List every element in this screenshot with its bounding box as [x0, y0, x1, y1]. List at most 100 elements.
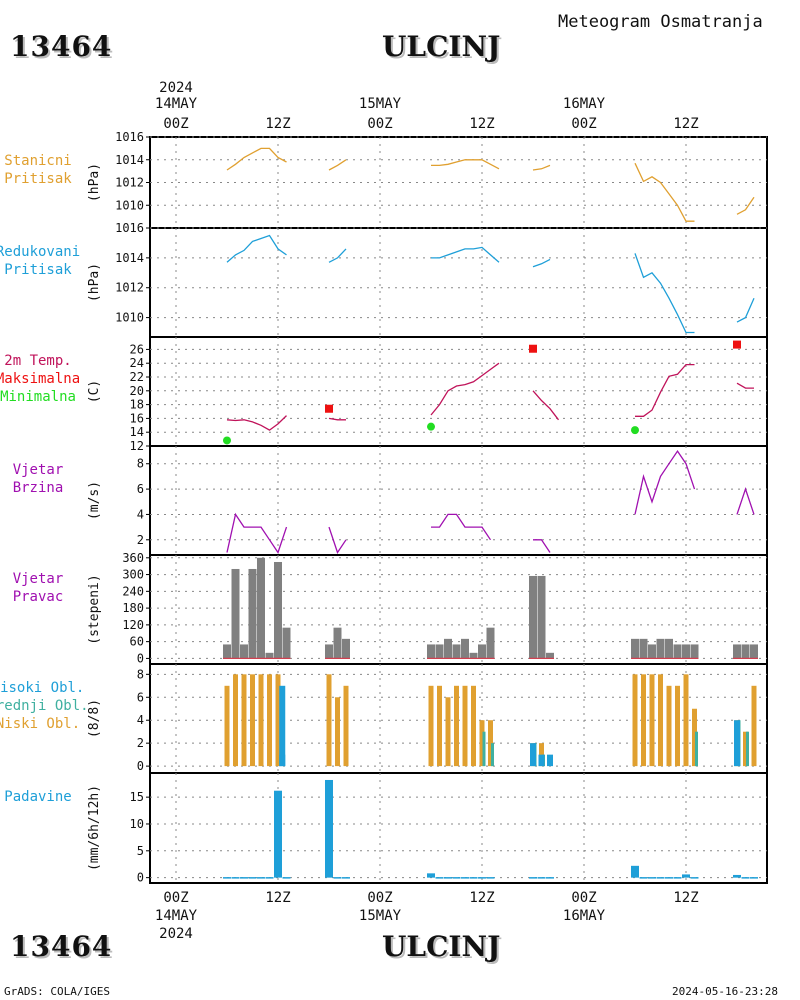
temperature-series-line	[430, 362, 500, 416]
temperature-frame	[149, 336, 768, 447]
wind_speed-frame	[149, 445, 768, 556]
mid-cloud-bar	[491, 743, 494, 767]
low-cloud-bar	[488, 720, 493, 767]
wind-direction-bar	[656, 638, 665, 659]
temperature-ytick-label: 24	[130, 356, 144, 370]
wind-direction-bar	[240, 644, 248, 659]
wind-direction-bar	[529, 575, 537, 659]
precipitation-bar	[741, 877, 750, 879]
station_pressure-ytick-label: 1014	[115, 153, 144, 167]
temperature-ytick-label: 18	[130, 398, 144, 412]
bottom-hour-label: 00Z	[163, 890, 188, 906]
temperature-ytick-label: 16	[130, 411, 144, 425]
wind-direction-bar	[282, 627, 291, 659]
wind-direction-bar	[274, 561, 282, 659]
station-id-top: 13464	[10, 30, 113, 63]
wind_direction-ylabel: (stepeni)	[87, 574, 102, 644]
precipitation-panel-label: Padavine	[4, 789, 71, 805]
footer-credit: GrADS: COLA/IGES	[4, 985, 110, 998]
temperature-series-line	[226, 415, 287, 431]
reduced_pressure-series-line	[328, 248, 347, 263]
clouds-ytick-label: 6	[137, 690, 144, 704]
wind-direction-bar	[435, 644, 444, 659]
wind_speed-ytick-label: 8	[137, 457, 144, 471]
clouds-ytick-label: 4	[137, 713, 144, 727]
wind-direction-bar	[733, 644, 741, 659]
bottom-hour-label: 12Z	[469, 890, 494, 906]
low-cloud-bar	[250, 674, 255, 767]
wind-direction-bar	[682, 644, 690, 659]
low-cloud-bar	[224, 685, 230, 767]
wind-direction-bar	[741, 644, 750, 659]
low-cloud-bar	[258, 674, 264, 767]
wind-direction-bar	[248, 568, 257, 659]
precipitation-bar	[631, 865, 639, 878]
high-cloud-bar	[538, 754, 545, 767]
wind_speed-series-line	[226, 512, 288, 554]
clouds-panel-label: Niski Obl.	[0, 716, 80, 732]
low-cloud-bar	[267, 674, 272, 767]
wind-direction-bar	[231, 568, 240, 659]
station_pressure-series-line	[634, 162, 695, 222]
wind_speed-series-line	[533, 539, 551, 553]
mid-cloud-bar	[482, 731, 486, 767]
low-cloud-bar	[326, 674, 332, 767]
wind-direction-bar	[486, 627, 495, 659]
tmax-point	[325, 404, 333, 413]
precipitation-bar	[325, 779, 333, 878]
wind_direction-panel-label: Vjetar	[13, 571, 64, 587]
station_pressure-series-line	[226, 147, 287, 171]
low-cloud-bar	[479, 720, 485, 767]
precipitation-bar	[342, 877, 350, 879]
station-name-bottom: ULCINJ	[382, 930, 501, 963]
wind-direction-bar	[648, 644, 656, 659]
low-cloud-bar	[454, 685, 459, 767]
reduced_pressure-series-line	[532, 258, 551, 268]
clouds-ylabel: (8/8)	[87, 699, 102, 738]
temperature-series-line	[328, 417, 346, 421]
precipitation-bar	[435, 877, 444, 879]
wind-direction-bar	[452, 644, 461, 659]
bottom-hour-label: 12Z	[265, 890, 290, 906]
low-cloud-bar	[666, 685, 672, 767]
wind_speed-series-line	[634, 449, 696, 515]
low-cloud-bar	[683, 674, 689, 767]
low-cloud-bar	[675, 685, 680, 767]
station-name-top: ULCINJ	[382, 30, 501, 63]
station_pressure-ytick-label: 1010	[115, 198, 144, 212]
precipitation-ylabel: (mm/6h/12h)	[87, 785, 102, 871]
low-cloud-bar	[751, 685, 757, 767]
clouds-panel-label: Srednji Obl.	[0, 698, 89, 714]
top-day-label: 14MAY	[155, 96, 198, 112]
top-year-label: 2024	[159, 80, 193, 96]
top-hour-label: 12Z	[673, 116, 698, 132]
wind-direction-bar	[333, 627, 342, 659]
bottom-day-label: 15MAY	[359, 908, 402, 924]
precipitation-bar	[750, 877, 758, 879]
reduced_pressure-series-line	[226, 234, 287, 263]
low-cloud-bar	[632, 674, 638, 767]
wind-direction-bar	[427, 644, 435, 659]
wind-direction-bar	[665, 638, 673, 659]
precipitation-bar	[529, 877, 537, 879]
precipitation-bar	[461, 877, 469, 879]
top-hour-label: 00Z	[163, 116, 188, 132]
precipitation-bar	[427, 873, 435, 878]
top-hour-label: 12Z	[265, 116, 290, 132]
precipitation-ytick-label: 10	[130, 817, 144, 831]
clouds-panel-label: Visoki Obl.	[0, 680, 84, 696]
reduced_pressure-panel-label: Redukovani	[0, 244, 80, 260]
clouds-ytick-label: 0	[137, 759, 144, 773]
low-cloud-bar	[437, 685, 442, 767]
high-cloud-bar	[279, 685, 286, 767]
station_pressure-series-line	[736, 196, 755, 215]
station_pressure-ylabel: (hPa)	[87, 163, 102, 202]
precipitation-bar	[648, 877, 656, 879]
station-id-bottom: 13464	[10, 930, 113, 963]
mid-cloud-bar	[695, 731, 698, 767]
temperature-ytick-label: 20	[130, 384, 144, 398]
wind-direction-bar	[750, 644, 758, 659]
tmin-point	[427, 422, 435, 431]
